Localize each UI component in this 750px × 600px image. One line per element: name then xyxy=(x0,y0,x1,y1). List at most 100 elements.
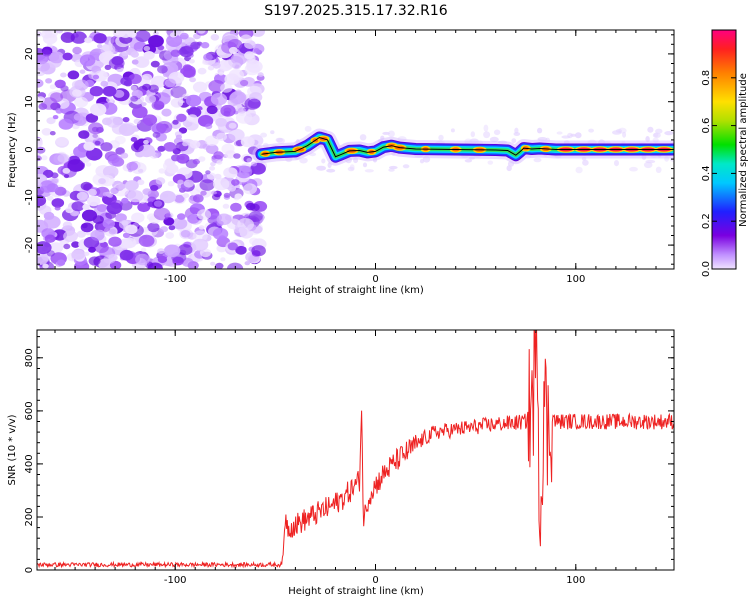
noise-speckle xyxy=(98,178,106,185)
noise-speckle xyxy=(60,32,75,43)
noise-speckle xyxy=(192,81,208,93)
noise-speckle xyxy=(79,69,86,74)
noise-speckle xyxy=(167,181,175,187)
noise-speckle xyxy=(37,31,42,37)
ridge-speckle xyxy=(362,162,368,168)
noise-speckle xyxy=(119,200,133,211)
noise-speckle xyxy=(37,137,43,146)
noise-speckle xyxy=(92,74,100,80)
noise-speckle xyxy=(212,227,229,240)
noise-speckle xyxy=(197,67,207,75)
noise-speckle xyxy=(90,103,107,116)
colorbar-gradient xyxy=(711,29,737,270)
ridge-speckle xyxy=(612,130,622,135)
noise-speckle xyxy=(93,33,107,44)
noise-speckle xyxy=(119,122,137,136)
noise-speckle xyxy=(115,147,125,155)
ridge-speckle xyxy=(470,131,475,138)
noise-speckle xyxy=(67,159,84,172)
noise-speckle xyxy=(131,212,145,223)
noise-speckle xyxy=(230,202,242,212)
noise-speckle xyxy=(71,80,84,89)
noise-speckle xyxy=(189,140,201,149)
noise-speckle xyxy=(84,37,93,44)
noise-speckle xyxy=(145,94,157,104)
noise-speckle xyxy=(142,188,152,196)
noise-speckle-layer xyxy=(37,30,674,269)
noise-speckle xyxy=(230,52,248,66)
noise-speckle xyxy=(63,243,71,250)
noise-speckle xyxy=(209,166,216,171)
ridge-speckle xyxy=(582,159,589,166)
noise-speckle xyxy=(166,164,179,174)
noise-speckle xyxy=(198,156,206,162)
noise-speckle xyxy=(130,51,139,58)
noise-speckle xyxy=(233,196,240,201)
noise-speckle xyxy=(131,59,139,65)
noise-speckle xyxy=(240,34,252,44)
noise-speckle xyxy=(240,79,249,87)
noise-speckle xyxy=(220,257,226,262)
ridge-speckle xyxy=(588,128,594,133)
noise-speckle xyxy=(115,213,127,223)
noise-speckle xyxy=(147,222,160,233)
noise-speckle xyxy=(157,145,166,152)
noise-speckle xyxy=(71,249,85,260)
noise-speckle xyxy=(198,225,205,230)
noise-speckle xyxy=(54,79,66,89)
ridge-speckle xyxy=(260,132,267,138)
noise-speckle xyxy=(97,44,103,49)
ridge-speckle xyxy=(402,164,410,169)
noise-speckle xyxy=(197,209,211,221)
y-tick-label: 0 xyxy=(24,146,35,152)
noise-speckle xyxy=(182,141,189,147)
noise-speckle xyxy=(170,98,184,108)
noise-speckle xyxy=(215,262,224,269)
noise-speckle xyxy=(62,221,73,229)
noise-speckle xyxy=(228,69,245,81)
noise-speckle xyxy=(214,173,222,180)
noise-speckle xyxy=(200,42,210,49)
ridge-speckle xyxy=(655,166,662,173)
noise-speckle xyxy=(130,85,138,91)
noise-speckle xyxy=(41,128,52,136)
noise-speckle xyxy=(190,41,201,50)
noise-speckle xyxy=(89,86,104,97)
noise-speckle xyxy=(257,72,264,77)
noise-speckle xyxy=(212,62,221,69)
ridge-speckle xyxy=(664,131,674,136)
noise-speckle xyxy=(192,194,204,203)
noise-speckle xyxy=(177,179,184,185)
noise-speckle xyxy=(78,130,90,139)
x-tick-label: 100 xyxy=(566,274,585,285)
noise-speckle xyxy=(107,154,123,167)
noise-speckle xyxy=(187,114,198,123)
noise-speckle xyxy=(80,181,92,191)
noise-speckle xyxy=(103,254,116,264)
noise-speckle xyxy=(244,261,251,266)
noise-speckle xyxy=(79,54,96,67)
ridge-speckle xyxy=(514,127,519,134)
noise-speckle xyxy=(205,123,213,130)
noise-speckle xyxy=(83,141,95,151)
noise-speckle xyxy=(48,51,65,64)
ridge-speckle xyxy=(489,136,499,143)
noise-speckle xyxy=(100,142,113,152)
noise-speckle xyxy=(141,73,153,82)
noise-speckle xyxy=(161,108,172,117)
ridge-speckle xyxy=(561,135,571,139)
noise-speckle xyxy=(137,179,145,186)
y-tick-label: 800 xyxy=(24,348,35,367)
colorbar-tick-label: 0.0 xyxy=(701,261,712,277)
noise-speckle xyxy=(72,89,82,97)
x-tick-label: 100 xyxy=(566,575,585,586)
noise-speckle xyxy=(37,146,46,154)
noise-speckle xyxy=(235,111,253,124)
noise-speckle xyxy=(54,205,61,211)
noise-speckle xyxy=(216,160,223,165)
colorbar: 0.0 0.2 0.4 0.6 0.8 Normalized spectral ampl… xyxy=(701,29,749,277)
ridge-speckle xyxy=(629,166,638,172)
noise-speckle xyxy=(157,248,165,255)
colorbar-ticks: 0.0 0.2 0.4 0.6 0.8 xyxy=(701,70,736,277)
noise-speckle xyxy=(76,230,86,238)
